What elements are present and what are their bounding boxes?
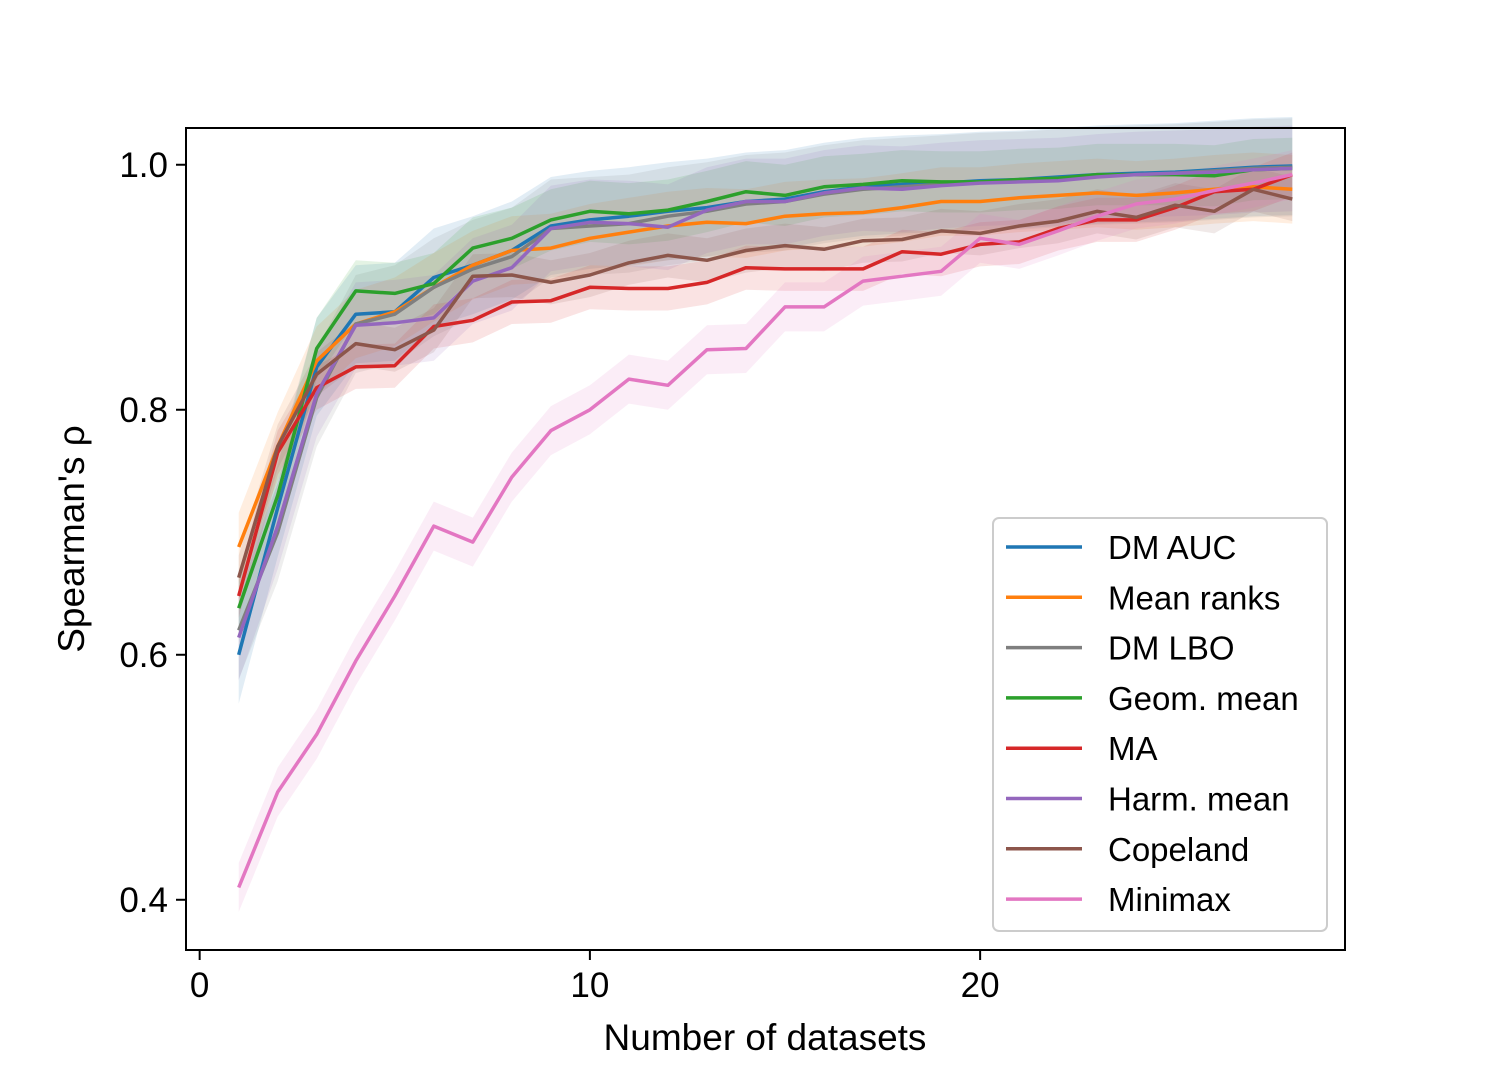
series-line-harm-mean: [237, 166, 1293, 639]
legend-label-mean-ranks: Mean ranks: [1108, 579, 1280, 616]
plot-area-frame: [185, 127, 1346, 951]
y-tick-label: 0.4: [119, 881, 168, 920]
legend-label-minimax: Minimax: [1108, 881, 1231, 918]
series-lines: [237, 164, 1293, 889]
series-line-copeland: [237, 187, 1293, 579]
legend-label-copeland: Copeland: [1108, 831, 1249, 868]
y-axis-title: Spearman's ρ: [51, 425, 92, 653]
legend-label-geom-mean: Geom. mean: [1108, 680, 1299, 717]
y-axis: 0.4 0.6 0.8 1.0: [119, 146, 186, 920]
legend-frame: [992, 517, 1328, 932]
x-axis-title: Number of datasets: [604, 1017, 927, 1058]
legend-label-dm-lbo: DM LBO: [1108, 630, 1235, 667]
x-tick-label: 0: [190, 966, 209, 1005]
x-tick-label: 20: [961, 966, 1000, 1005]
y-tick-label: 0.6: [119, 636, 168, 675]
series-line-minimax: [237, 172, 1293, 889]
band-geom-mean: [238, 137, 1293, 639]
legend-label-ma: MA: [1108, 730, 1158, 767]
legend: DM AUC Mean ranks DM LBO Geom. mean MA Harm. …: [992, 517, 1328, 932]
x-axis: 0 10 20: [190, 950, 1000, 1005]
y-tick-label: 1.0: [119, 146, 168, 185]
band-ma: [238, 152, 1293, 618]
series-line-ma: [237, 172, 1293, 597]
band-harm-mean: [238, 125, 1293, 681]
legend-label-dm-auc: DM AUC: [1108, 529, 1236, 566]
x-tick-label: 10: [570, 966, 609, 1005]
legend-label-harm-mean: Harm. mean: [1108, 781, 1290, 818]
y-tick-label: 0.8: [119, 391, 168, 430]
band-dm-auc: [238, 117, 1293, 704]
